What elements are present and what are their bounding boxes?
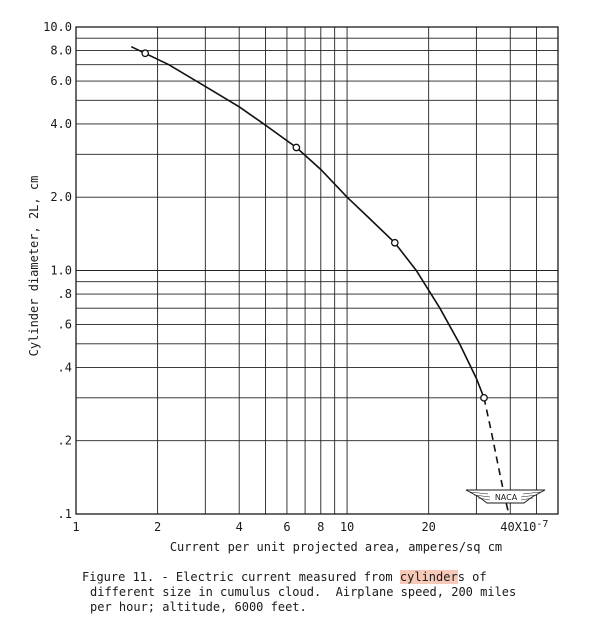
y-tick-label: 2.0 [50, 190, 72, 204]
x-tick-label: 4 [236, 520, 243, 534]
naca-logo-text: NACA [495, 493, 518, 502]
x-tick-label: 20 [421, 520, 435, 534]
y-tick-label: 8.0 [50, 44, 72, 58]
x-tick-label: 1 [72, 520, 79, 534]
x-tick-label: 8 [317, 520, 324, 534]
x-tick-label: 40X10-7 [500, 519, 548, 534]
y-tick-label: 4.0 [50, 117, 72, 131]
caption-line-1: Figure 11. - Electric current measured f… [82, 570, 487, 584]
y-axis-title: Cylinder diameter, 2L, cm [27, 176, 41, 357]
x-tick-label: 10 [340, 520, 354, 534]
naca-logo: NACA [465, 489, 546, 504]
naca-wings [465, 489, 546, 504]
curve-solid [130, 45, 485, 399]
y-tick-label: 10.0 [43, 20, 72, 34]
chart: .1 .2 .4 .6 .8 1.0 2.0 4.0 6.0 8.0 10.0 1 2 4 6 8 10 20 4… [27, 20, 559, 554]
plot-frame [75, 26, 559, 515]
caption-line-3: per hour; altitude, 6000 feet. [90, 600, 307, 614]
y-tick-label: .4 [58, 360, 72, 374]
x-axis-title: Current per unit projected area, amperes… [170, 540, 502, 554]
y-tick-label: .1 [58, 507, 72, 521]
y-tick-labels: .1 .2 .4 .6 .8 1.0 2.0 4.0 6.0 8.0 10.0 [43, 20, 72, 521]
fitted-curve [130, 45, 510, 515]
caption-line-2: different size in cumulus cloud. Airplan… [90, 585, 517, 599]
x-tick-label: 6 [283, 520, 290, 534]
caption-highlight: cylinder [399, 570, 458, 584]
y-tick-label: 6.0 [50, 74, 72, 88]
data-point [292, 143, 301, 152]
y-tick-label: .6 [58, 318, 72, 332]
data-point [480, 393, 488, 402]
data-points [141, 49, 488, 402]
x-tick-exponent: -7 [536, 519, 548, 530]
data-point [141, 49, 150, 58]
grid-lines [75, 26, 559, 515]
x-tick-label: 2 [154, 520, 161, 534]
data-point [390, 238, 399, 247]
y-tick-label: 1.0 [50, 264, 72, 278]
y-tick-label: .8 [58, 287, 72, 301]
x-tick-labels: 1 2 4 6 8 10 20 40X10-7 [72, 519, 548, 534]
y-tick-label: .2 [58, 434, 72, 448]
figure-caption: Figure 11. - Electric current measured f… [82, 570, 582, 615]
